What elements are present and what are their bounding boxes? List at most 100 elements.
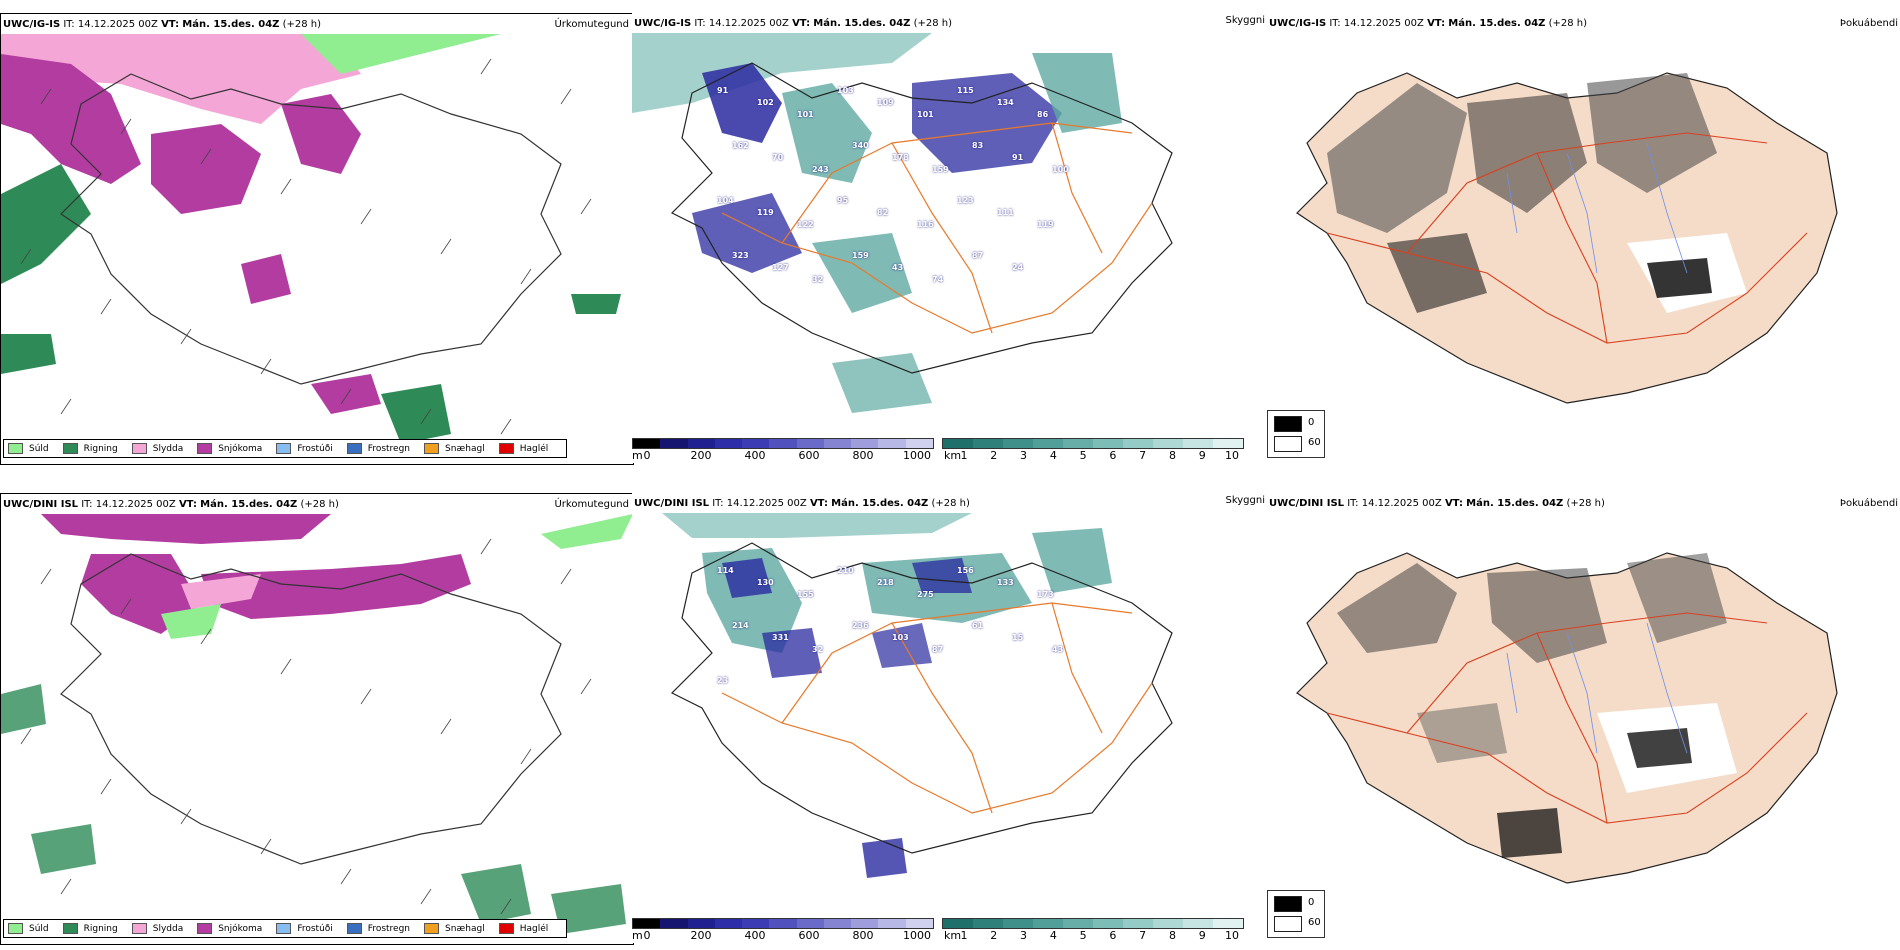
colorbar-segment — [1033, 919, 1063, 928]
legend-label: Frostregn — [367, 443, 411, 454]
precip-panel-title: Úrkomutegund — [554, 499, 629, 510]
cloud-base-ticks: 0 200 400 600 800 1000 — [632, 929, 932, 943]
it-value: 14.12.2025 00Z — [726, 498, 807, 509]
legend-item: Haglél — [498, 443, 548, 454]
legend-item: Frostúði — [276, 923, 333, 934]
legend-item: Snjókoma — [197, 923, 262, 934]
panel-header-top-3: UWC/IG-IS IT: 14.12.2025 00Z VT: Mán. 15… — [1269, 18, 1587, 30]
legend-item: Frostregn — [346, 923, 410, 934]
it-value: 14.12.2025 00Z — [95, 499, 176, 510]
cloud-base-label: 159 — [932, 165, 949, 174]
cloud-base-label: 102 — [757, 98, 774, 107]
colorbar-tick-label: 3 — [1020, 929, 1028, 942]
cloud-base-label: 323 — [732, 251, 749, 260]
visibility-ticks: 1 2 3 4 5 6 7 8 9 10 — [942, 929, 1242, 943]
colorbar-segment — [742, 919, 770, 928]
fog-legend-high: 0 — [1308, 417, 1315, 428]
it-label: IT: — [81, 499, 93, 510]
vt-label: VT: — [1427, 18, 1446, 29]
legend-label: Snjókoma — [218, 443, 263, 454]
colorbar-segment — [1213, 439, 1243, 448]
legend-item: Rigning — [62, 923, 118, 934]
cloud-base-label: 24 — [1012, 263, 1024, 272]
lead-time: (+28 h) — [913, 18, 953, 29]
colorbar-segment — [1153, 439, 1183, 448]
colorbar-segment — [769, 439, 797, 448]
panel-header-bottom: UWC/DINI ISL IT: 14.12.2025 00Z VT: Mán.… — [3, 499, 339, 511]
lead-time: (+28 h) — [282, 19, 322, 30]
cloud-base-label: 119 — [1037, 220, 1054, 229]
colorbar-segment — [1093, 439, 1123, 448]
fog-panel-bottom: UWC/DINI ISL IT: 14.12.2025 00Z VT: Mán.… — [1267, 493, 1900, 888]
it-value: 14.12.2025 00Z — [708, 18, 789, 29]
legend-item: Snæhagl — [424, 923, 485, 934]
colorbar-tick-label: 2 — [990, 929, 998, 942]
vt-label: VT: — [178, 499, 197, 510]
colorbar-tick-label: 6 — [1109, 929, 1117, 942]
legend-item: Súld — [8, 923, 49, 934]
cloud-base-label: 111 — [997, 208, 1014, 217]
legend-item: Frostúði — [276, 443, 333, 454]
visibility-colorbar — [942, 438, 1244, 449]
cloud-base-label: 210 — [837, 566, 854, 575]
legend-label: Frostúði — [297, 923, 333, 934]
cloud-base-label: 162 — [732, 141, 749, 150]
colorbar-tick-label: 600 — [798, 449, 820, 462]
it-value: 14.12.2025 00Z — [1343, 18, 1424, 29]
colorbar-segment — [943, 439, 973, 448]
precip-type-map-bottom — [1, 514, 633, 934]
cloud-base-label: 86 — [1037, 110, 1049, 119]
cloud-base-label: 43 — [892, 263, 904, 272]
it-label: IT: — [712, 498, 724, 509]
fog-legend-top: 0 60 — [1267, 410, 1325, 458]
colorbar-tick-label: 7 — [1139, 449, 1147, 462]
colorbar-segment — [633, 439, 661, 448]
vt-value: Mán. 15.des. 04Z — [1466, 498, 1564, 509]
colorbar-tick-label: 0 — [643, 929, 651, 942]
colorbar-segment — [823, 439, 852, 448]
panel-header-top-2: UWC/IG-IS IT: 14.12.2025 00Z VT: Mán. 15… — [634, 18, 952, 30]
panel-header-bottom-2: UWC/DINI ISL IT: 14.12.2025 00Z VT: Mán.… — [634, 498, 970, 510]
legend-swatch — [62, 443, 78, 454]
cloud-base-label: 91 — [717, 86, 729, 95]
legend-label: Rigning — [83, 923, 118, 934]
precip-legend-top: Súld Rigning Slydda Snjókoma Frostúði Fr… — [3, 439, 568, 458]
legend-label: Snæhagl — [445, 923, 485, 934]
model-name: UWC/IG-IS — [1269, 18, 1327, 29]
colorbar-segment — [823, 919, 852, 928]
cloud-base-label: 61 — [972, 621, 984, 630]
cloud-base-label: 109 — [877, 98, 894, 107]
colorbar-tick-label: 800 — [852, 929, 874, 942]
visibility-unit: km — [944, 449, 962, 462]
vt-value: Mán. 15.des. 04Z — [813, 18, 911, 29]
colorbar-segment — [905, 919, 933, 928]
cloud-base-label: 101 — [797, 110, 814, 119]
colorbar-segment — [1063, 919, 1093, 928]
cloud-base-label: 275 — [917, 590, 934, 599]
colorbar-tick-label: 5 — [1079, 449, 1087, 462]
colorbar-tick-label: 1000 — [903, 929, 931, 942]
legend-label: Frostúði — [297, 443, 333, 454]
vt-value: Mán. 15.des. 04Z — [200, 499, 298, 510]
visibility-colorbar — [942, 918, 1244, 929]
visibility-unit: km — [944, 929, 962, 942]
legend-swatch — [197, 443, 213, 454]
colorbar-tick-label: 9 — [1198, 929, 1206, 942]
colorbar-segment — [1183, 439, 1213, 448]
legend-item: Slydda — [131, 443, 183, 454]
lead-time: (+28 h) — [931, 498, 970, 509]
colorbar-tick-label: 1 — [960, 449, 968, 462]
cloud-base-label: 178 — [892, 153, 909, 162]
legend-label: Súld — [29, 443, 49, 454]
model-name: UWC/DINI ISL — [634, 498, 710, 509]
cloud-base-label: 115 — [957, 86, 974, 95]
colorbar-tick-label: 400 — [744, 929, 766, 942]
fog-legend-bottom: 0 60 — [1267, 890, 1325, 938]
colorbar-tick-label: 800 — [852, 449, 874, 462]
cloud-base-label: 43 — [1052, 645, 1064, 654]
fog-legend-high: 0 — [1308, 897, 1315, 908]
vt-label: VT: — [809, 498, 828, 509]
legend-item: Slydda — [131, 923, 183, 934]
colorbar-segment — [1183, 919, 1213, 928]
visibility-ticks: 1 2 3 4 5 6 7 8 9 10 — [942, 449, 1242, 463]
